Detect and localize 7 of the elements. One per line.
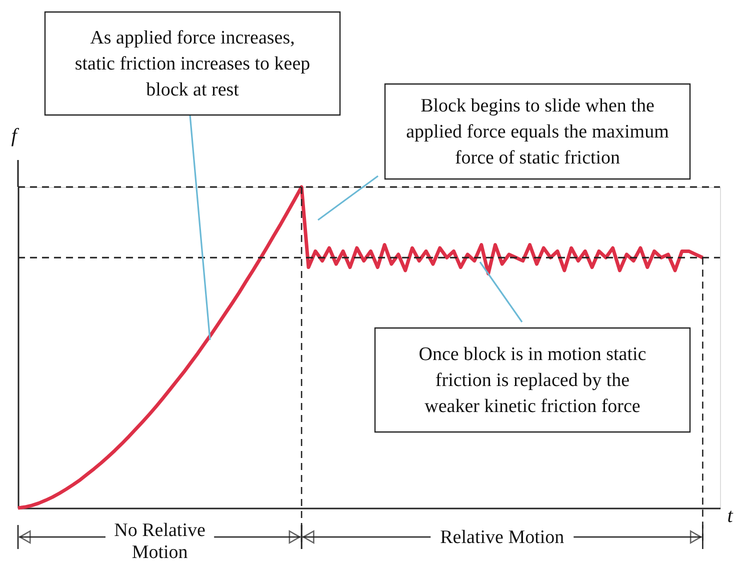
text: Block begins to slide when the applied force equals the maximum force of static friction — [406, 96, 670, 168]
text: As applied force increases, static friction increases to keep block at rest — [74, 28, 310, 100]
text: Relative Motion — [440, 527, 565, 548]
x-axis-title: t — [727, 505, 734, 527]
annotation: Once block is in motion static friction is replaced by the weaker kinetic friction force — [418, 344, 646, 417]
y-axis-title: f — [11, 125, 20, 147]
text: No Relative Motion — [114, 520, 206, 563]
